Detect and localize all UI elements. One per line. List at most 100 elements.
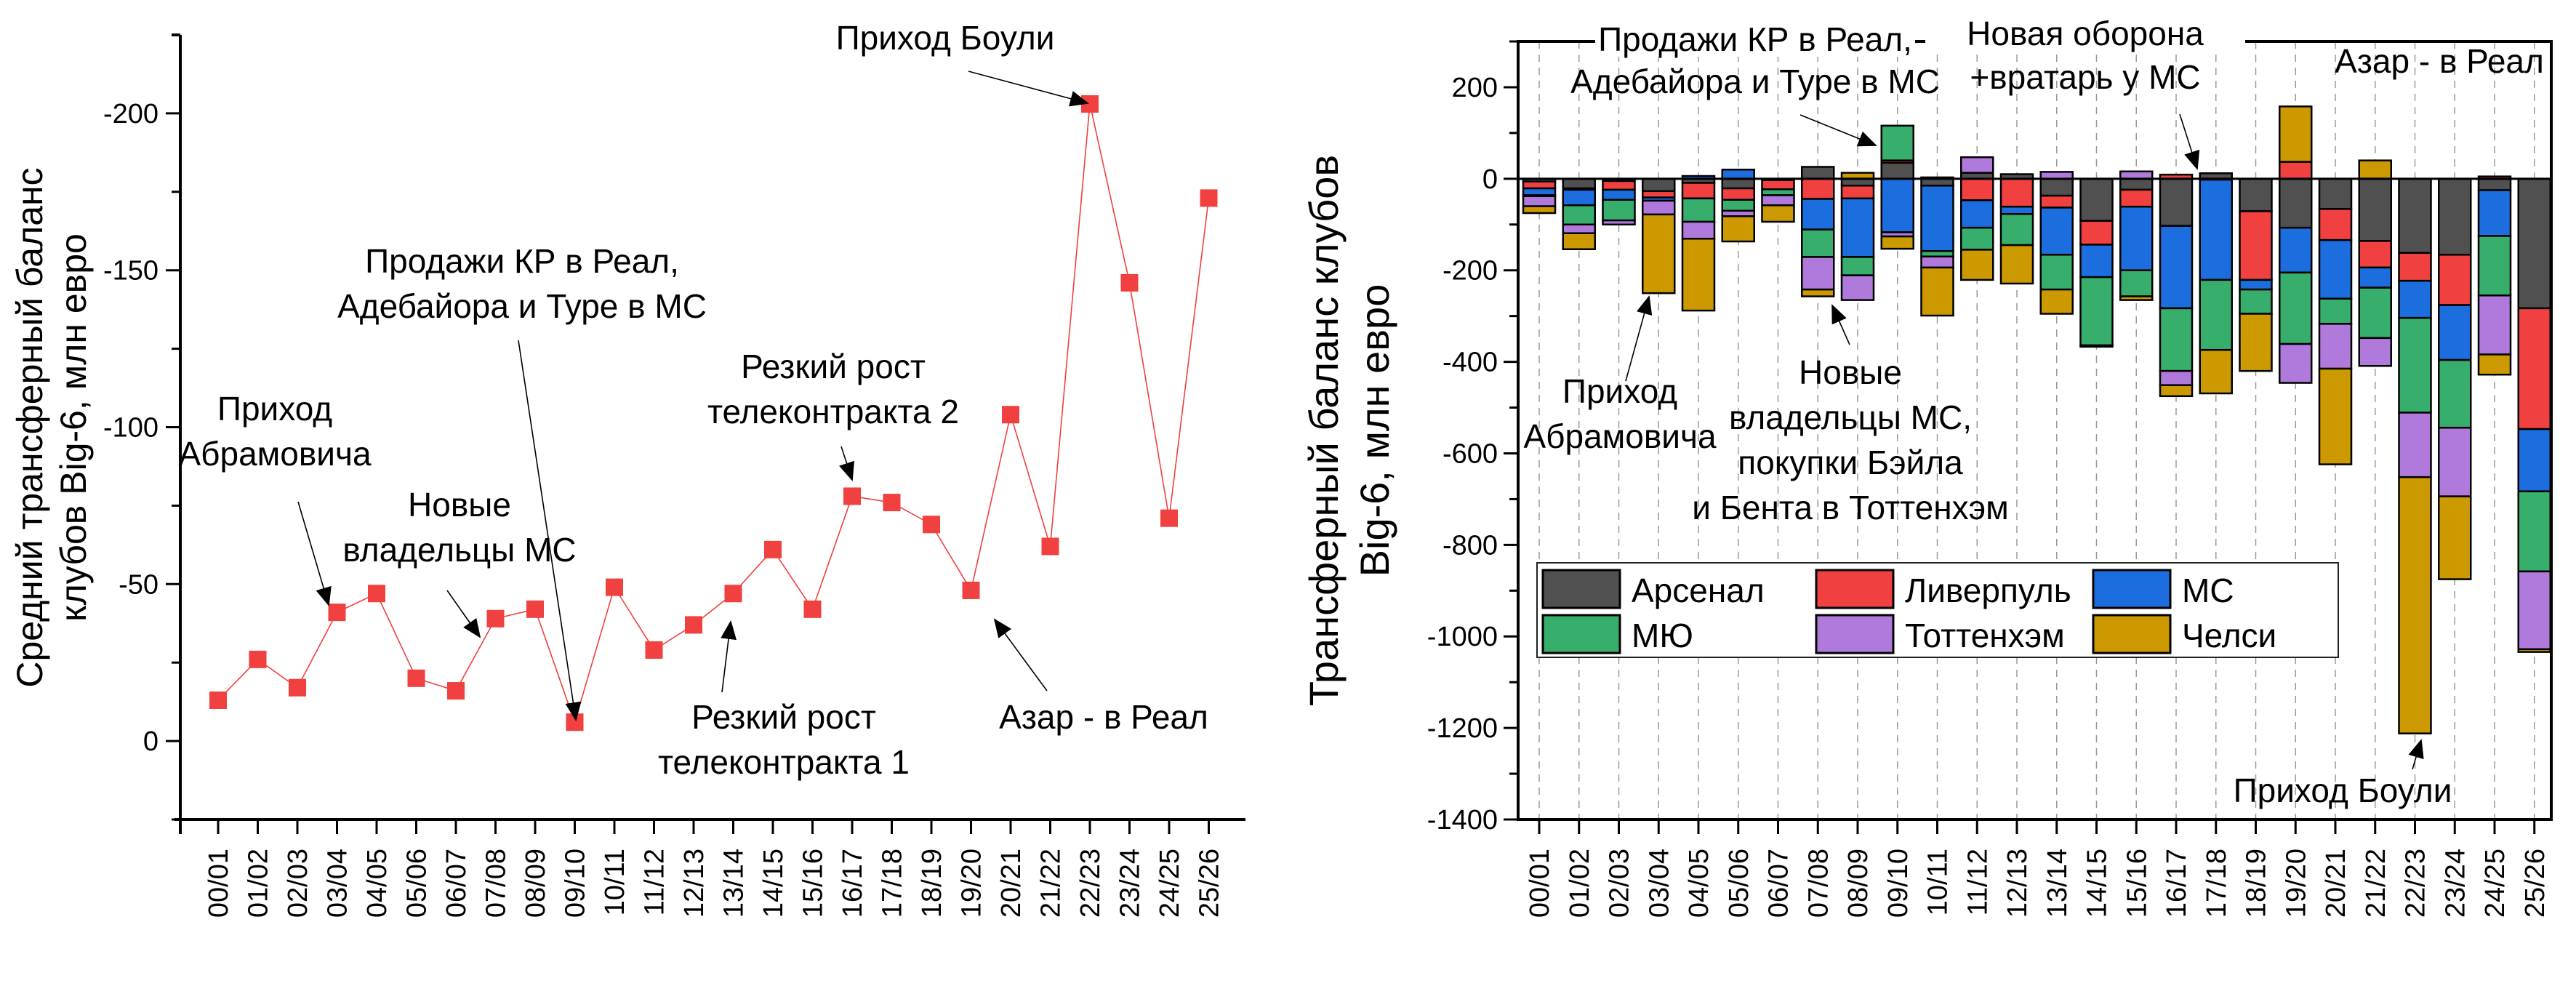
bar-segment-МС — [1721, 168, 1755, 180]
bar-stack-25-26 — [2517, 177, 2551, 653]
left-data-point-00-01 — [209, 691, 227, 709]
bar-segment-Челси — [2438, 495, 2472, 580]
left-data-point-24-25 — [1160, 509, 1178, 527]
bar-segment-МЮ — [1721, 199, 1755, 212]
right-x-tick-label: 07/08 — [1803, 849, 1834, 918]
bar-segment-Арсенал — [2438, 177, 2472, 256]
right-annotation-text: Адебайора и Туре в МС — [1570, 63, 1940, 100]
left-x-tick-label: 02/03 — [283, 849, 313, 918]
legend-item-МС: МС — [2092, 569, 2234, 609]
bar-segment-Арсенал — [2039, 177, 2074, 197]
left-annotation-text: Абрамовича — [178, 435, 372, 473]
bar-segment-МС — [1960, 199, 1994, 229]
bar-segment-МЮ — [1960, 226, 1994, 251]
bar-stack-15-16 — [2119, 170, 2154, 301]
bar-segment-Тоттенхэм — [1642, 199, 1676, 216]
bar-segment-МЮ — [1999, 213, 2034, 246]
bar-stack-18-19 — [2239, 177, 2273, 372]
bar-segment-Ливерпуль — [2358, 240, 2392, 269]
bar-segment-МЮ — [1801, 228, 1835, 258]
bar-segment-Тоттенхэм — [1801, 256, 1835, 291]
left-data-point-04-05 — [368, 585, 385, 603]
right-x-tick-label: 18/19 — [2242, 849, 2272, 918]
left-data-point-13-14 — [724, 585, 742, 603]
left-x-tick-label: 04/05 — [362, 849, 393, 918]
bar-segment-Тоттенхэм — [1761, 194, 1795, 207]
right-x-tick-label: 08/09 — [1843, 849, 1874, 918]
bar-stack-11-12 — [1960, 156, 1994, 281]
bar-segment-Арсенал — [2279, 177, 2313, 229]
bar-segment-Арсенал — [1801, 166, 1835, 180]
bar-segment-МЮ — [2039, 254, 2074, 291]
right-x-tick-label: 13/14 — [2042, 849, 2073, 918]
bar-segment-МС — [1920, 185, 1954, 252]
bar-segment-МС — [1562, 188, 1596, 207]
bar-segment-Арсенал — [2079, 177, 2114, 222]
bar-segment-Челси — [2159, 384, 2194, 398]
bar-segment-Арсенал — [2358, 177, 2392, 242]
bar-segment-МС — [2239, 278, 2273, 291]
left-x-tick-label: 16/17 — [838, 849, 868, 918]
right-annotation-arrow — [1831, 304, 1850, 345]
right-x-tick-label: 10/11 — [1923, 849, 1954, 915]
left-annotation-text: телеконтракта 2 — [707, 393, 959, 430]
bar-segment-Челси — [2358, 159, 2392, 180]
bar-segment-Тоттенхэм — [1681, 220, 1716, 240]
bar-stack-08-09 — [1840, 172, 1875, 301]
bar-segment-МС — [1999, 205, 2034, 215]
right-x-tick-label: 04/05 — [1684, 849, 1714, 918]
bar-segment-МС — [2398, 279, 2432, 319]
bar-segment-Челси — [1761, 204, 1795, 223]
legend-item-Тоттенхэм: Тоттенхэм — [1815, 614, 2065, 654]
left-x-tick-label: 06/07 — [441, 849, 472, 918]
bar-segment-Арсенал — [1642, 177, 1676, 193]
bar-segment-Челси — [2477, 353, 2512, 376]
left-x-tick-label: 12/13 — [679, 849, 710, 918]
right-x-tick-label: 14/15 — [2082, 849, 2113, 918]
right-annotation-arrow — [1799, 114, 1877, 147]
left-x-tick-label: 20/21 — [996, 849, 1027, 918]
bar-segment-Ливерпуль — [1960, 177, 1994, 201]
right-x-tick-label: 16/17 — [2162, 849, 2192, 918]
bar-segment-Ливерпуль — [2517, 307, 2551, 430]
bar-segment-Тоттенхэм — [2279, 342, 2313, 384]
left-data-point-14-15 — [764, 540, 782, 558]
left-data-point-02-03 — [289, 678, 306, 697]
right-annotation-text: Приход Боули — [2234, 771, 2452, 809]
bar-segment-МЮ — [2477, 235, 2512, 297]
bar-segment-Ливерпуль — [2079, 220, 2114, 246]
bar-segment-Челси — [2119, 295, 2154, 301]
bar-stack-10-11 — [1920, 176, 1954, 317]
left-annotation-arrow — [297, 501, 332, 606]
left-data-point-05-06 — [407, 669, 425, 687]
bar-segment-МЮ — [2079, 276, 2114, 347]
left-data-point-25-26 — [1200, 189, 1218, 207]
right-grid — [1538, 41, 2535, 819]
bar-stack-02-03 — [1602, 177, 1636, 226]
left-line-chart: 0 -50 -100 -150 -200 00/01 01/02 02/03 03/04 04/… — [9, 19, 1245, 918]
bar-segment-Ливерпуль — [1761, 179, 1795, 191]
right-y-tick-label: 200 — [1452, 73, 1498, 103]
bar-segment-Челси — [2039, 288, 2074, 315]
bar-segment-Ливерпуль — [2039, 194, 2074, 209]
legend-swatch — [1815, 569, 1895, 609]
bar-segment-МС — [2159, 225, 2194, 310]
left-x-tick-label: 22/23 — [1075, 849, 1106, 918]
right-x-tick-label: 21/22 — [2361, 849, 2391, 918]
right-bars — [1522, 105, 2551, 734]
right-annotation-text: Абрамовича — [1523, 417, 1717, 455]
left-annotation-arrow — [993, 618, 1048, 692]
left-y-axis-title-line-2: клубов Big-6, млн евро — [53, 233, 94, 622]
left-data-point-07-08 — [486, 609, 505, 628]
bar-segment-Тоттенхэм — [2398, 412, 2432, 478]
bar-segment-МЮ — [2199, 278, 2233, 351]
annotation-background — [1595, 23, 1915, 57]
legend-swatch — [1815, 614, 1895, 654]
left-annotation-arrow — [446, 590, 481, 638]
right-y-tick-label: -200 — [1443, 256, 1498, 286]
left-data-point-21-22 — [1041, 537, 1059, 556]
right-annotation-text: Новые — [1799, 353, 1902, 391]
right-x-tick-label: 23/24 — [2440, 849, 2471, 918]
bar-stack-14-15 — [2079, 177, 2114, 348]
bar-segment-Тоттенхэм — [1920, 255, 1954, 269]
